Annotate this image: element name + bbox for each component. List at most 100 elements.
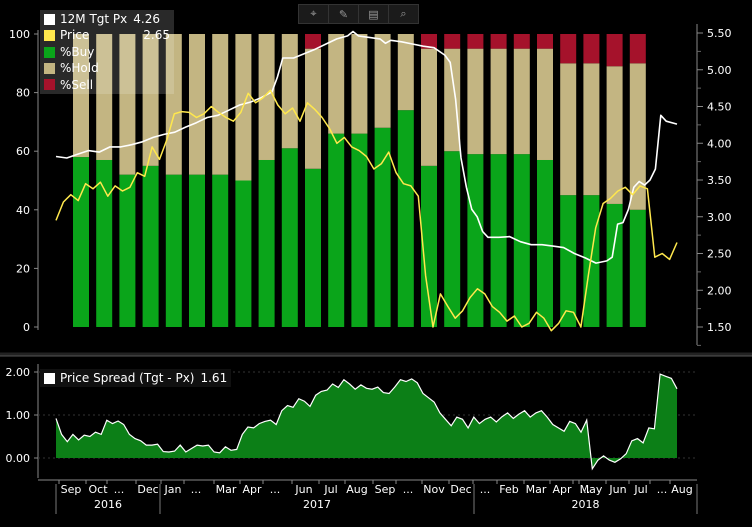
bar-hold <box>281 34 298 149</box>
x-tick-label: ... <box>270 483 281 496</box>
bar-buy <box>490 154 507 327</box>
bottom-axis-tick-label: 1.00 <box>6 409 31 422</box>
bar-buy <box>235 180 252 327</box>
legend-item-target[interactable]: 12M Tgt Px 4.26 <box>44 11 170 27</box>
bar-buy <box>467 154 484 327</box>
legend-item-hold[interactable]: %Hold <box>44 60 170 76</box>
x-tick-label: ... <box>657 483 668 496</box>
bar-hold <box>142 34 159 166</box>
bar-hold <box>513 48 530 155</box>
spread-line <box>55 373 678 471</box>
bar-buy <box>73 157 89 327</box>
pencil-icon[interactable]: ✎ <box>329 5 359 23</box>
x-tick-label: Dec <box>450 483 471 496</box>
bar-hold <box>212 34 229 175</box>
legend-label: Price Spread (Tgt - Px) <box>60 371 195 385</box>
bar-buy <box>328 133 345 327</box>
x-tick-label: Nov <box>423 483 445 496</box>
bar-hold <box>189 34 205 175</box>
x-tick-label: Sep <box>61 483 82 496</box>
bar-hold <box>490 48 507 155</box>
bar-hold <box>119 34 136 175</box>
bar-buy <box>513 154 530 327</box>
bar-sell <box>467 34 484 49</box>
bar-buy <box>281 148 298 327</box>
bar-buy <box>165 174 182 327</box>
target-price-line <box>55 30 678 264</box>
x-tick-label: Mar <box>216 483 237 496</box>
legend-label: %Buy <box>60 44 95 59</box>
right-axis-tick-label: 5.00 <box>707 64 732 77</box>
x-tick-label: ... <box>480 483 491 496</box>
right-axis-tick-label: 2.00 <box>707 284 732 297</box>
bar-buy <box>421 165 437 327</box>
legend-item-sell[interactable]: %Sell <box>44 77 170 93</box>
x-tick-label: Oct <box>88 483 108 496</box>
legend-value: 2.65 <box>143 28 170 43</box>
bar-buy <box>258 159 275 327</box>
right-axis-tick-label: 5.50 <box>707 27 732 40</box>
bar-hold <box>351 34 368 134</box>
x-tick-label: Aug <box>346 483 367 496</box>
x-tick-label: Apr <box>242 483 262 496</box>
zoom-icon[interactable]: ⌕ <box>400 7 407 20</box>
bar-buy <box>444 151 461 327</box>
bar-hold <box>606 66 623 204</box>
bar-sell <box>629 34 646 64</box>
right-axis-tick-label: 1.50 <box>707 321 732 334</box>
bar-hold <box>583 63 600 196</box>
table-icon[interactable]: ▤ <box>359 5 389 23</box>
spread-area <box>56 374 677 469</box>
year-label: 2016 <box>94 498 122 511</box>
x-tick-label: Jul <box>633 483 647 496</box>
legend-value: 1.61 <box>200 371 228 385</box>
legend-swatch <box>44 30 55 42</box>
right-axis-tick-label: 3.50 <box>707 174 732 187</box>
legend-swatch <box>44 13 55 25</box>
bar-sell <box>305 34 321 49</box>
x-tick-label: May <box>580 483 603 496</box>
legend-swatch <box>44 372 55 384</box>
x-tick-label: ... <box>191 483 202 496</box>
bar-hold <box>560 63 577 196</box>
x-tick-label: Jun <box>294 483 312 496</box>
bar-hold <box>397 34 414 111</box>
bar-sell <box>560 34 577 64</box>
bar-buy <box>142 165 159 327</box>
left-axis-tick-label: 100 <box>9 28 30 41</box>
bar-hold <box>444 48 461 152</box>
bar-buy <box>305 168 321 327</box>
legend-item-price[interactable]: Price 2.65 <box>44 27 170 43</box>
year-label: 2018 <box>572 498 600 511</box>
bar-sell <box>583 34 600 64</box>
bottom-legend: Price Spread (Tgt - Px) 1.61 <box>40 369 232 388</box>
crosshair-icon[interactable]: ⌖ <box>299 5 329 23</box>
legend-swatch <box>44 62 55 74</box>
bar-hold <box>73 34 89 158</box>
left-axis-tick-label: 60 <box>16 145 30 158</box>
legend-swatch <box>44 46 55 58</box>
legend-label: %Sell <box>60 77 94 92</box>
legend-label: 12M Tgt Px <box>60 12 128 26</box>
x-tick-label: Feb <box>499 483 518 496</box>
x-tick-label: Jun <box>608 483 626 496</box>
bar-sell <box>421 34 437 49</box>
legend-item-spread[interactable]: Price Spread (Tgt - Px) 1.61 <box>44 370 227 386</box>
legend-item-buy[interactable]: %Buy <box>44 44 170 60</box>
x-tick-label: ... <box>403 483 414 496</box>
bar-hold <box>258 34 275 160</box>
right-axis-tick-label: 2.50 <box>707 248 732 261</box>
bar-hold <box>467 48 484 155</box>
bar-buy <box>212 174 229 327</box>
x-tick-label: Jul <box>323 483 337 496</box>
bar-sell <box>606 34 623 67</box>
x-tick-label: Dec <box>137 483 158 496</box>
bottom-axis-tick-label: 0.00 <box>6 452 31 465</box>
legend-swatch <box>44 79 55 91</box>
bar-buy <box>560 195 577 327</box>
bar-buy <box>374 127 391 327</box>
bar-hold <box>421 48 437 166</box>
bottom-axis-tick-label: 2.00 <box>6 366 31 379</box>
